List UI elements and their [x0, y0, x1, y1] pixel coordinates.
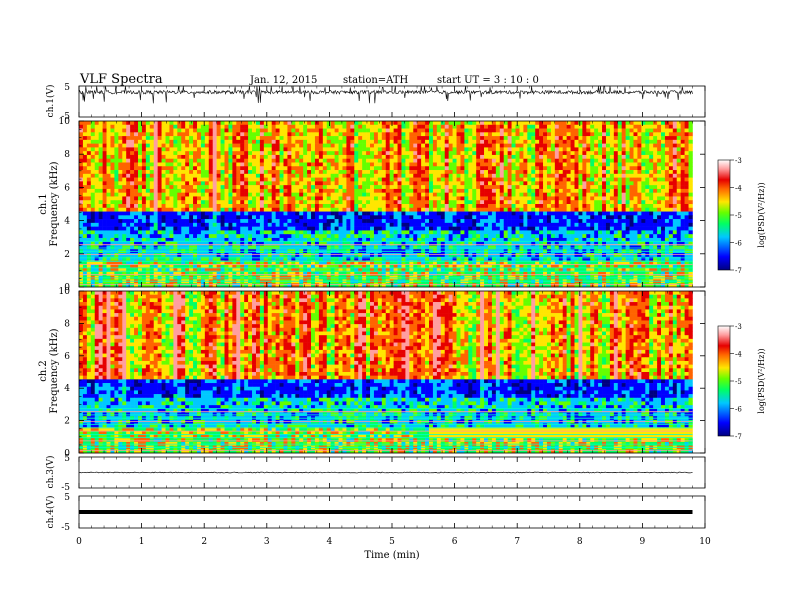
x-tick-label: 8 — [577, 537, 583, 547]
colorbar-tick-label: -7 — [735, 267, 742, 275]
ch1-spectrogram-image — [79, 121, 705, 288]
spec-ytick-label: 6 — [64, 352, 70, 362]
start-time-label: start UT = 3 : 10 : 0 — [437, 75, 539, 86]
ch1-spec-ylabel-frequency: Frequency (kHz) — [49, 161, 60, 246]
colorbar-tick-label: -7 — [735, 433, 742, 441]
time-axis: 0 1 2 3 4 5 6 7 8 9 10 — [76, 86, 711, 547]
ch4-ylabel: ch.4(V) — [45, 496, 56, 529]
x-tick-label: 4 — [327, 537, 333, 547]
ch3-waveform-panel: 5 -5 ch.3(V) — [45, 454, 706, 493]
x-tick-label: 0 — [76, 537, 82, 547]
spec-ytick-label: 0 — [64, 449, 70, 459]
ch4-waveform-line — [79, 510, 693, 514]
station-label: station=ATH — [343, 75, 409, 86]
spec-ytick-label: 8 — [64, 319, 70, 329]
ch2-colorbar-label: log(PSD(V²/Hz)) — [757, 348, 766, 413]
ch1-ytick-top: 5 — [64, 83, 70, 93]
colorbar-tick-label: -5 — [735, 378, 742, 386]
x-tick-label: 1 — [139, 537, 145, 547]
ch1-colorbar-label: log(PSD(V²/Hz)) — [757, 182, 766, 247]
ch4-ytick-bottom: -5 — [61, 523, 70, 533]
ch3-waveform-line — [78, 471, 693, 474]
figure-title: VLF Spectra — [80, 72, 163, 87]
colorbar-tick-label: -6 — [735, 406, 742, 414]
ch1-ytick-bottom: -5 — [61, 112, 70, 122]
x-tick-label: 5 — [389, 537, 395, 547]
ch2-colorbar: -3 -4 -5 -6 -7 log(PSD(V²/Hz)) — [717, 323, 766, 441]
colorbar-tick-label: -4 — [735, 185, 742, 193]
spec-ytick-label: 2 — [64, 250, 70, 260]
x-tick-label: 9 — [640, 537, 646, 547]
colorbar-tick-label: -5 — [735, 212, 742, 220]
spec-ytick-label: 4 — [64, 384, 70, 394]
ch3-ylabel: ch.3(V) — [45, 456, 56, 489]
spec-ytick-label: 2 — [64, 417, 70, 427]
x-tick-label: 3 — [264, 537, 270, 547]
x-tick-label: 2 — [201, 537, 207, 547]
colorbar-tick-label: -3 — [735, 323, 742, 331]
ch4-waveform-panel: 5 -5 ch.4(V) — [45, 493, 706, 533]
x-tick-label: 7 — [514, 537, 520, 547]
ch4-ytick-top: 5 — [64, 493, 70, 503]
ch2-spec-ylabel-frequency: Frequency (kHz) — [49, 328, 60, 413]
ch1-ylabel: ch.1(V) — [45, 85, 56, 118]
spec-ytick-label: 6 — [64, 183, 70, 193]
spec-ytick-label: 0 — [64, 283, 70, 293]
ch3-ytick-top: 5 — [64, 454, 70, 464]
x-tick-label: 10 — [699, 537, 711, 547]
spec-ytick-label: 10 — [59, 117, 71, 127]
ch3-ytick-bottom: -5 — [61, 483, 70, 493]
spec-ytick-label: 4 — [64, 217, 70, 227]
spec-ytick-label: 8 — [64, 150, 70, 160]
ch2-spectrogram-panel: 0 2 4 6 8 10 ch.2 Frequency (kHz) — [38, 287, 706, 459]
colorbar-tick-label: -6 — [735, 240, 742, 248]
date-label: Jan. 12, 2015 — [250, 75, 318, 86]
ch2-spectrogram-image — [79, 291, 705, 454]
x-tick-label: 6 — [452, 537, 458, 547]
ch1-spec-ylabel: ch.1 — [38, 193, 49, 215]
colorbar-tick-label: -4 — [735, 351, 742, 359]
colorbar-tick-label: -3 — [735, 157, 742, 165]
ch1-colorbar: -3 -4 -5 -6 -7 log(PSD(V²/Hz)) — [717, 157, 766, 275]
ch1-waveform-line — [78, 85, 693, 104]
x-axis-label: Time (min) — [364, 550, 419, 561]
ch1-spectrogram-panel: 0 2 4 6 8 10 ch.1 Frequency (kHz) — [38, 117, 706, 293]
ch2-spec-ylabel: ch.2 — [38, 360, 49, 382]
ch1-waveform-panel: 5 -5 ch.1(V) — [45, 83, 706, 122]
spec-ytick-label: 10 — [59, 287, 71, 297]
